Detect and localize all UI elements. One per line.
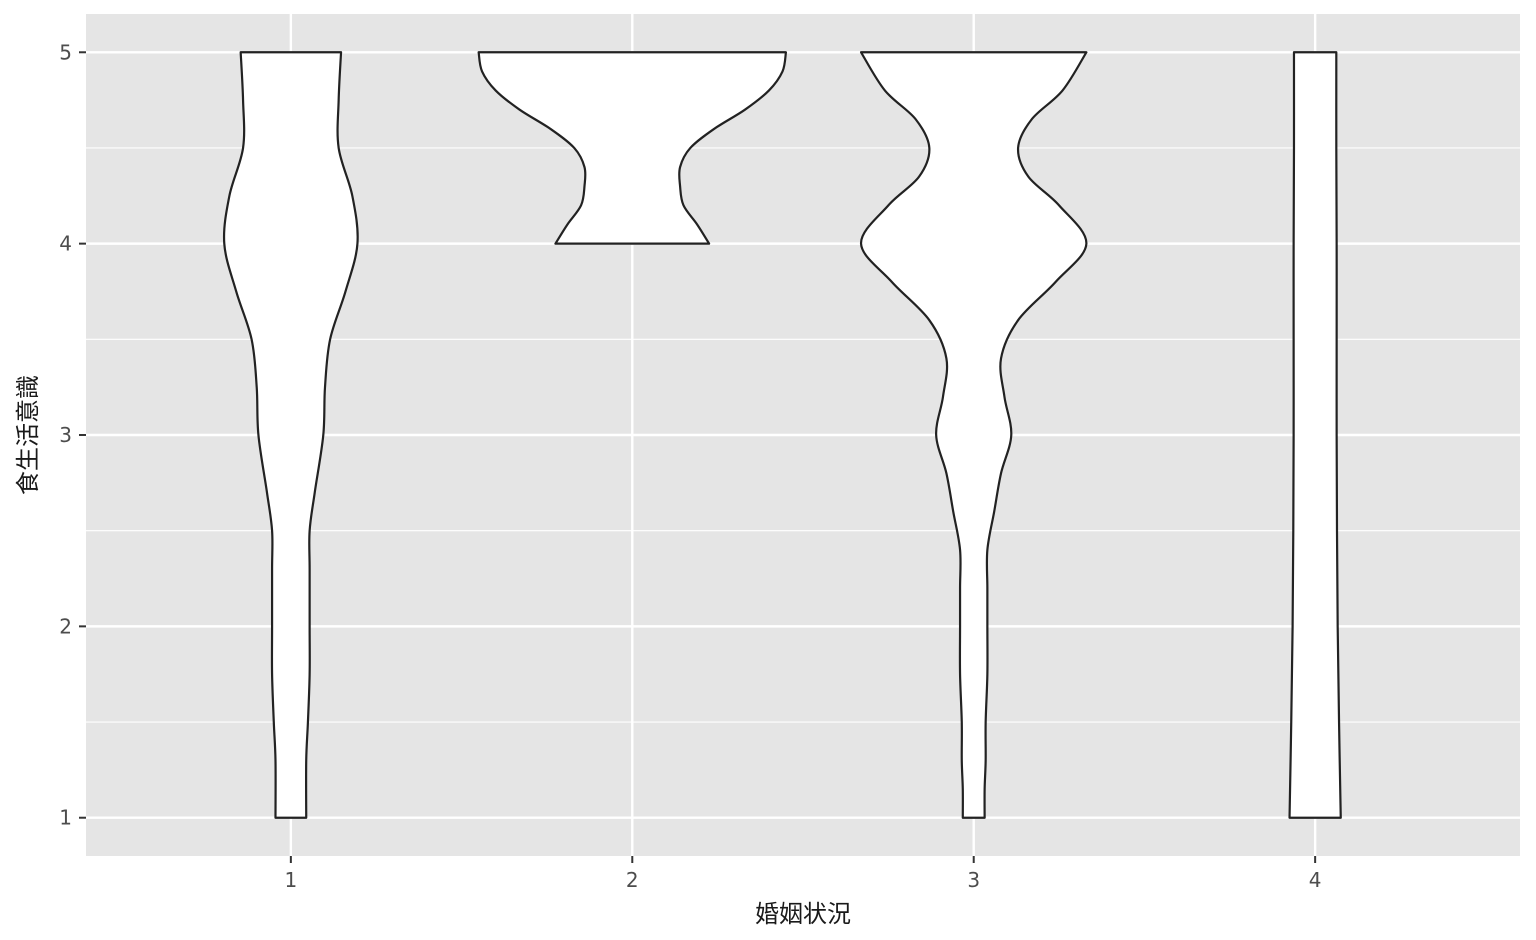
y-tick-label: 2 <box>59 614 72 638</box>
x-tick-label: 1 <box>284 868 297 892</box>
y-tick-label: 5 <box>59 40 72 64</box>
x-tick-label: 2 <box>626 868 639 892</box>
x-tick-label: 4 <box>1309 868 1322 892</box>
violin-3 <box>859 51 1088 819</box>
x-tick-label: 3 <box>967 868 980 892</box>
x-axis-title: 婚姻状況 <box>755 900 851 928</box>
y-tick-label: 4 <box>59 232 72 256</box>
violin-4 <box>1288 51 1342 819</box>
y-tick-label: 1 <box>59 806 72 830</box>
violin-1 <box>222 51 359 819</box>
violins <box>222 51 1342 819</box>
y-tick-label: 3 <box>59 423 72 447</box>
y-axis-title: 食生活意識 <box>14 375 42 495</box>
violin-2 <box>477 51 788 245</box>
axes: 1 2 3 4 5 1 2 3 4 <box>59 40 1321 892</box>
